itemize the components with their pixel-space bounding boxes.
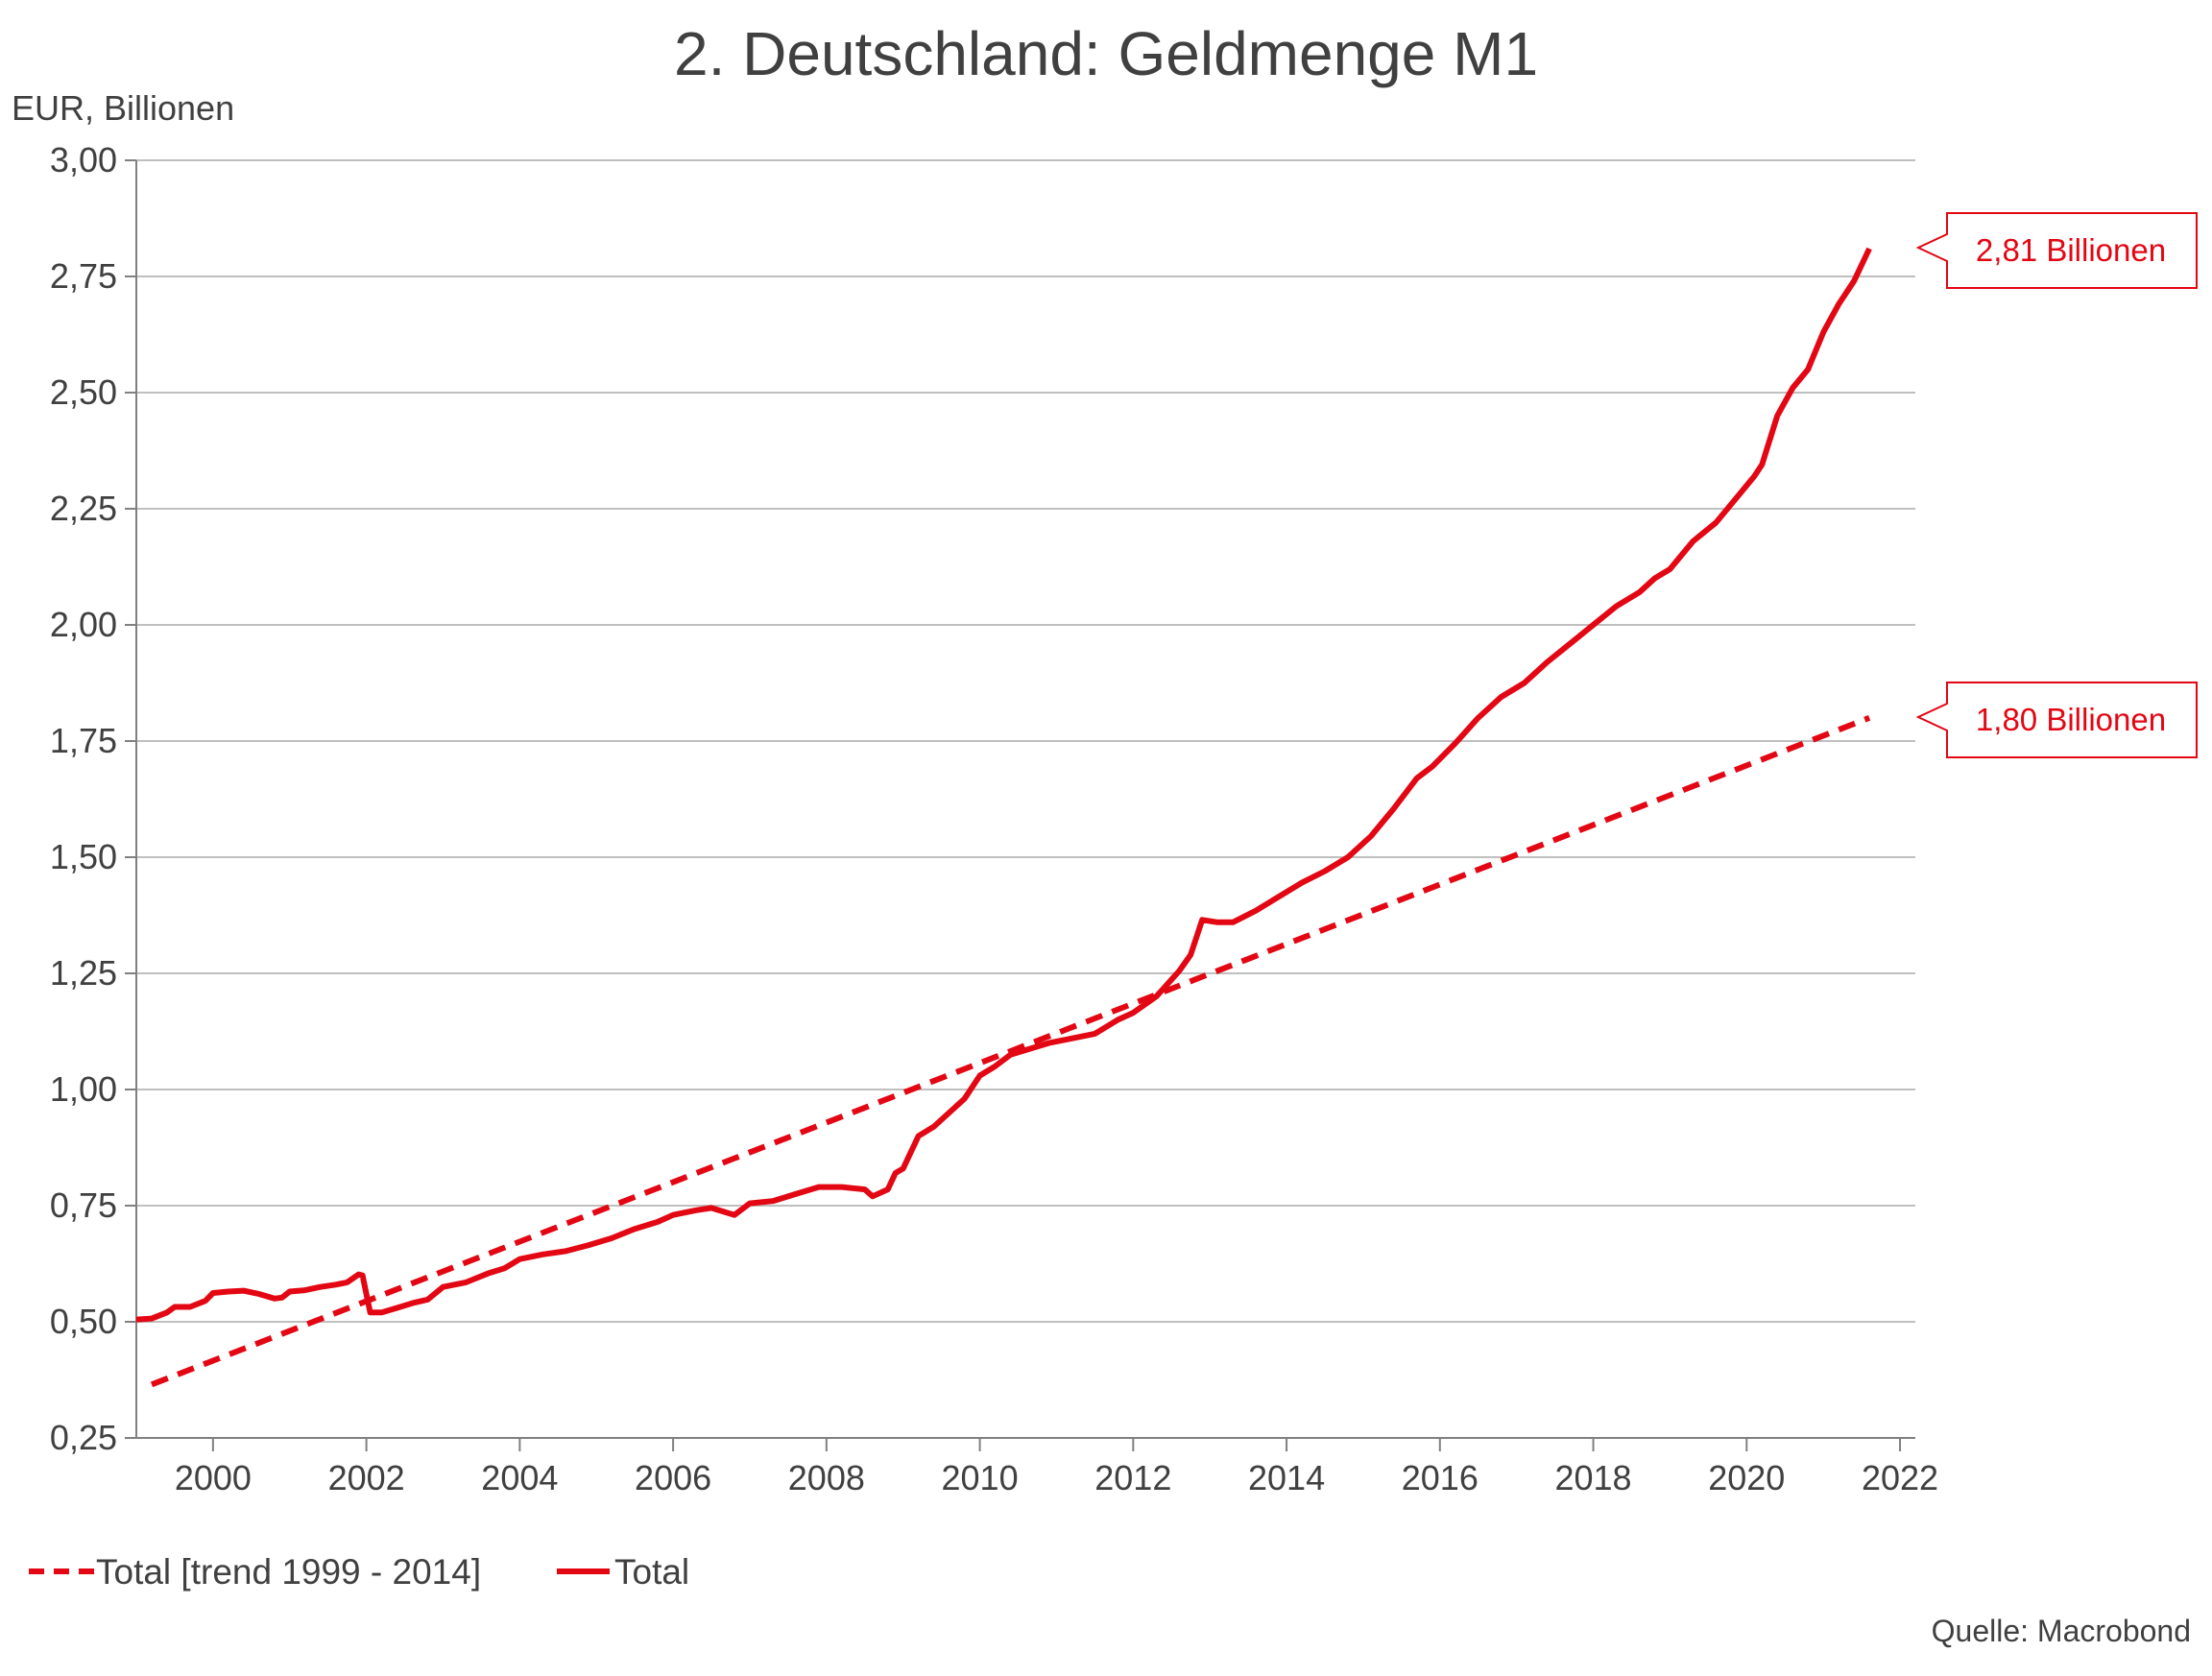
callout-total-text: 2,81 Billionen [1976,232,2166,268]
axes: 0,25 0,50 0,75 1,00 1,25 1,50 1,75 2,00 2,25 2,50… [50,140,1938,1497]
x-tick-label: 2008 [788,1458,865,1497]
series-trend-line [150,715,1871,1388]
y-tick-label: 1,50 [50,837,117,876]
unit-label: EUR, Billionen [12,88,234,128]
x-tick-label: 2012 [1094,1458,1171,1497]
x-tick-label: 2018 [1554,1458,1631,1497]
x-tick-label: 2014 [1248,1458,1325,1497]
callout-trend: 1,80 Billionen [1915,682,2198,758]
legend-trend-label: Total [trend 1999 - 2014] [96,1552,481,1592]
y-tick-label: 0,75 [50,1185,117,1225]
x-tick-label: 2016 [1402,1458,1479,1497]
y-tick-label: 1,25 [50,953,117,993]
y-tick-label: 2,75 [50,256,117,296]
legend: Total [trend 1999 - 2014] Total [29,1552,689,1592]
callout-trend-text: 1,80 Billionen [1976,702,2166,737]
source-note: Quelle: Macrobond [1932,1614,2191,1648]
callout-total-box [1915,212,2198,289]
y-tick-label: 1,75 [50,721,117,760]
x-tick-label: 2010 [942,1458,1019,1497]
x-tick-label: 2004 [481,1458,558,1497]
x-tick-label: 2002 [328,1458,405,1497]
x-tick-label: 2006 [635,1458,711,1497]
chart-title: 2. Deutschland: Geldmenge M1 [674,19,1538,88]
x-tick-label: 2000 [175,1458,252,1497]
legend-total-label: Total [614,1552,689,1592]
x-tick-label: 2022 [1862,1458,1938,1497]
x-tick-label: 2020 [1708,1458,1785,1497]
y-tick-label: 0,25 [50,1418,117,1457]
y-tick-label: 1,00 [50,1069,117,1109]
gridlines [136,159,1915,1439]
y-tick-label: 0,50 [50,1302,117,1341]
callout-total: 2,81 Billionen [1915,212,2198,289]
callout-trend-box [1915,682,2198,758]
y-tick-label: 3,00 [50,140,117,180]
y-tick-label: 2,00 [50,605,117,644]
y-tick-label: 2,25 [50,489,117,528]
series-lines [135,247,1872,1388]
series-total-line [135,247,1872,1323]
y-tick-label: 2,50 [50,372,117,412]
